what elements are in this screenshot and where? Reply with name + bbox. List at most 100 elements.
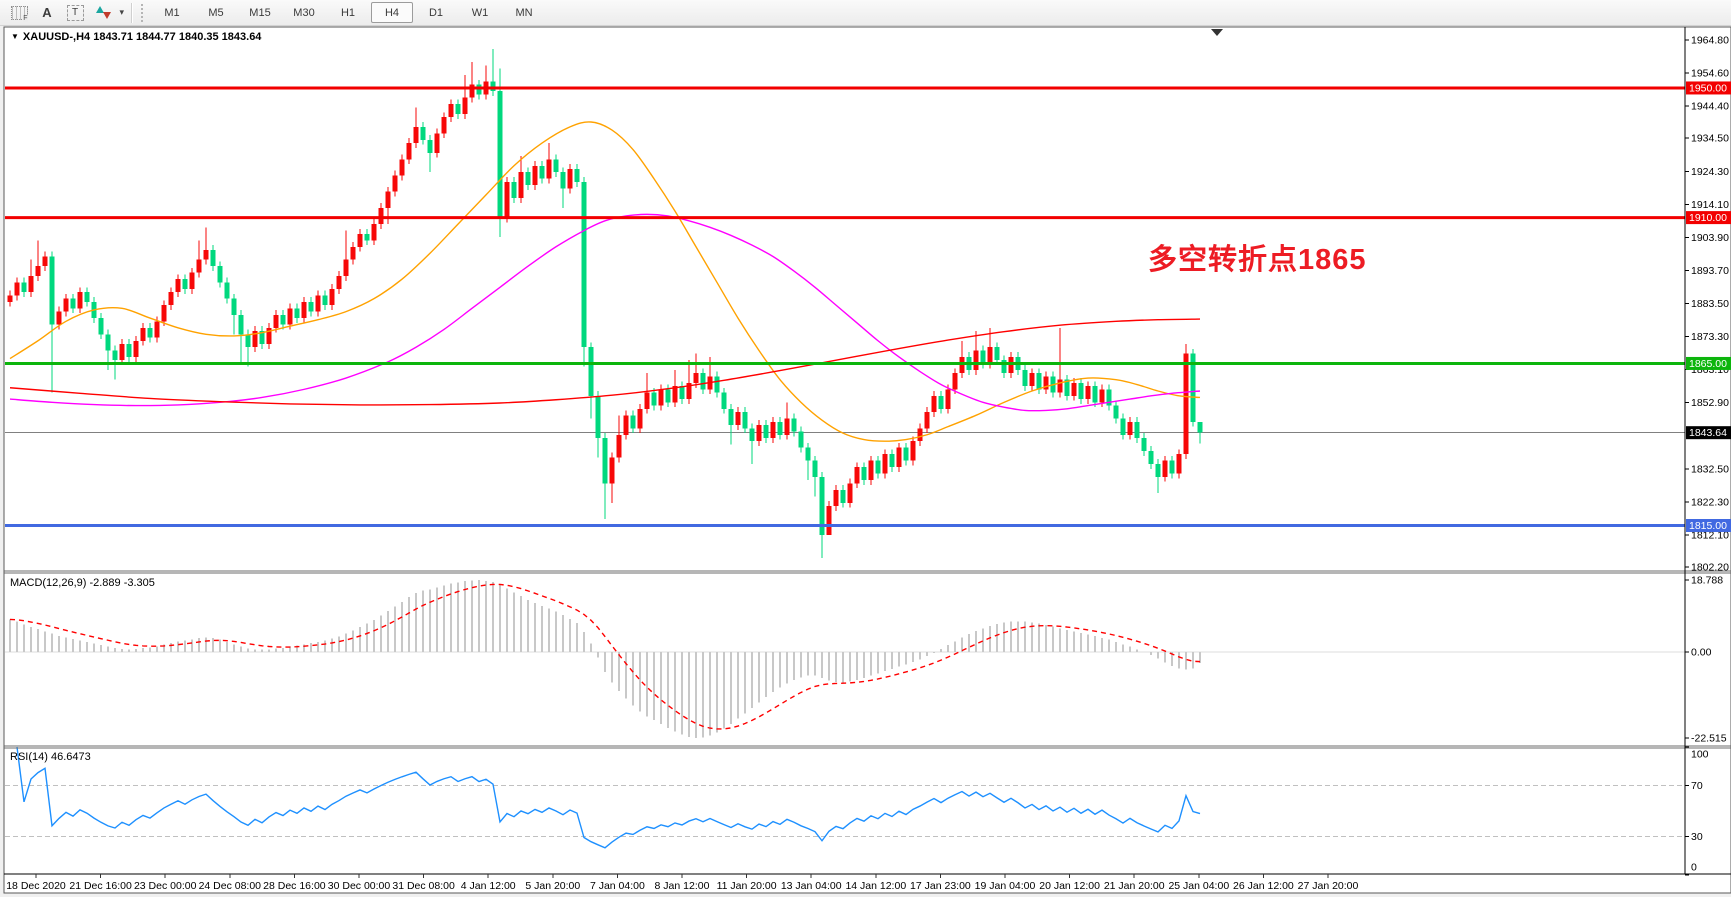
- candle-body: [854, 467, 860, 484]
- price-level-label: [1686, 426, 1731, 440]
- candle-body: [238, 314, 244, 335]
- label-tool-button[interactable]: T: [62, 2, 88, 24]
- price-level-label: [1686, 356, 1731, 370]
- time-tick-label: 18 Dec 2020: [6, 880, 66, 892]
- symbol-dropdown-icon[interactable]: ▼: [11, 32, 19, 41]
- time-tick-label: 23 Dec 00:00: [134, 880, 197, 892]
- candle-body: [245, 334, 251, 348]
- candle-body: [140, 327, 146, 341]
- candle-body: [938, 395, 944, 409]
- candle-body: [427, 139, 433, 153]
- candle-body: [812, 460, 818, 477]
- candle-body: [434, 133, 440, 153]
- candle-body: [1099, 389, 1105, 403]
- candle-body: [14, 282, 20, 296]
- tf-button-M30[interactable]: M30: [293, 6, 315, 19]
- toolbar-drag-handle[interactable]: [141, 3, 146, 22]
- time-tick-label: 27 Jan 20:00: [1298, 880, 1359, 892]
- candle-body: [7, 295, 13, 302]
- candle-body: [1022, 369, 1028, 387]
- candle-body: [280, 314, 286, 325]
- candle-body: [742, 412, 748, 429]
- candle-body: [546, 159, 552, 179]
- tf-button-H1[interactable]: H1: [340, 6, 356, 19]
- time-tick-label: 21 Dec 16:00: [69, 880, 132, 892]
- tf-button-W1[interactable]: W1: [471, 6, 489, 19]
- candle-body: [798, 431, 804, 448]
- tf-button-MN[interactable]: MN: [515, 6, 533, 19]
- candle-body: [931, 395, 937, 413]
- time-tick-label: 24 Dec 08:00: [199, 880, 262, 892]
- time-tick-label: 31 Dec 08:00: [392, 880, 455, 892]
- candle-body: [1029, 373, 1035, 387]
- candle-body: [581, 181, 587, 348]
- candle-body: [539, 165, 545, 179]
- time-tick-label: 25 Jan 04:00: [1168, 880, 1229, 892]
- candle-body: [679, 386, 685, 400]
- candle-body: [1169, 460, 1175, 474]
- time-tick-label: 8 Jan 12:00: [655, 880, 710, 892]
- price-tick-label: 1873.30: [1691, 331, 1729, 343]
- letter-a-icon: A: [42, 5, 52, 20]
- tf-button-D1[interactable]: D1: [428, 6, 444, 19]
- candle-body: [203, 250, 209, 260]
- candle-body: [329, 288, 335, 306]
- text-tool-button[interactable]: A: [34, 2, 60, 24]
- time-tick-label: 30 Dec 00:00: [328, 880, 391, 892]
- candle-body: [518, 172, 524, 199]
- time-tick-label: 28 Dec 16:00: [263, 880, 326, 892]
- candle-body: [623, 415, 629, 435]
- candle-body: [651, 392, 657, 406]
- candle-body: [665, 389, 671, 403]
- candle-body: [917, 428, 923, 442]
- candle-body: [553, 159, 559, 173]
- candle-body: [1197, 421, 1203, 433]
- candle-body: [763, 425, 769, 438]
- price-tick-label: 1812.10: [1691, 529, 1729, 541]
- window-border: [3, 26, 1731, 894]
- candle-body: [371, 224, 377, 241]
- price-tick-label: 1893.70: [1691, 265, 1729, 277]
- candle-body: [728, 408, 734, 426]
- candle-body: [1155, 463, 1161, 477]
- candle-body: [28, 275, 34, 293]
- candle-body: [119, 344, 125, 361]
- candle-body: [441, 117, 447, 134]
- grid-f-icon: F: [10, 5, 28, 22]
- macd-tick-label: -22.515: [1691, 733, 1727, 745]
- candle-body: [560, 172, 566, 189]
- candle-body: [84, 292, 90, 302]
- tf-button-M1[interactable]: M1: [164, 6, 180, 19]
- candle-body: [56, 311, 62, 325]
- candle-body: [749, 428, 755, 442]
- price-tick-label: 1822.30: [1691, 496, 1729, 508]
- candle-body: [287, 308, 293, 325]
- price-level-label: [1686, 519, 1731, 533]
- candle-body: [658, 389, 664, 406]
- candle-body: [1120, 418, 1126, 435]
- arrows-dropdown-button[interactable]: ▾: [90, 2, 126, 24]
- macd-signal-line: [9, 583, 1201, 730]
- candle-body: [35, 266, 41, 276]
- chart-grid-button[interactable]: F: [6, 2, 32, 24]
- tf-button-H4[interactable]: H4: [371, 2, 413, 23]
- candle-body: [182, 279, 188, 289]
- candle-body: [357, 233, 363, 247]
- tf-button-M15[interactable]: M15: [249, 6, 271, 19]
- candle-body: [294, 308, 300, 319]
- candle-body: [1141, 437, 1147, 451]
- candle-body: [959, 356, 965, 374]
- candle-body: [168, 292, 174, 306]
- time-tick-label: 4 Jan 12:00: [461, 880, 516, 892]
- candle-body: [896, 447, 902, 468]
- candle-body: [973, 350, 979, 370]
- candle-body: [833, 489, 839, 507]
- candle-body: [322, 295, 328, 306]
- candle-body: [1078, 382, 1084, 400]
- chart-title[interactable]: ▼ XAUUSD-,H4 1843.71 1844.77 1840.35 1843…: [11, 31, 261, 43]
- tf-button-M5[interactable]: M5: [208, 6, 224, 19]
- candle-body: [364, 233, 370, 241]
- candle-body: [784, 418, 790, 435]
- candle-body: [112, 350, 118, 361]
